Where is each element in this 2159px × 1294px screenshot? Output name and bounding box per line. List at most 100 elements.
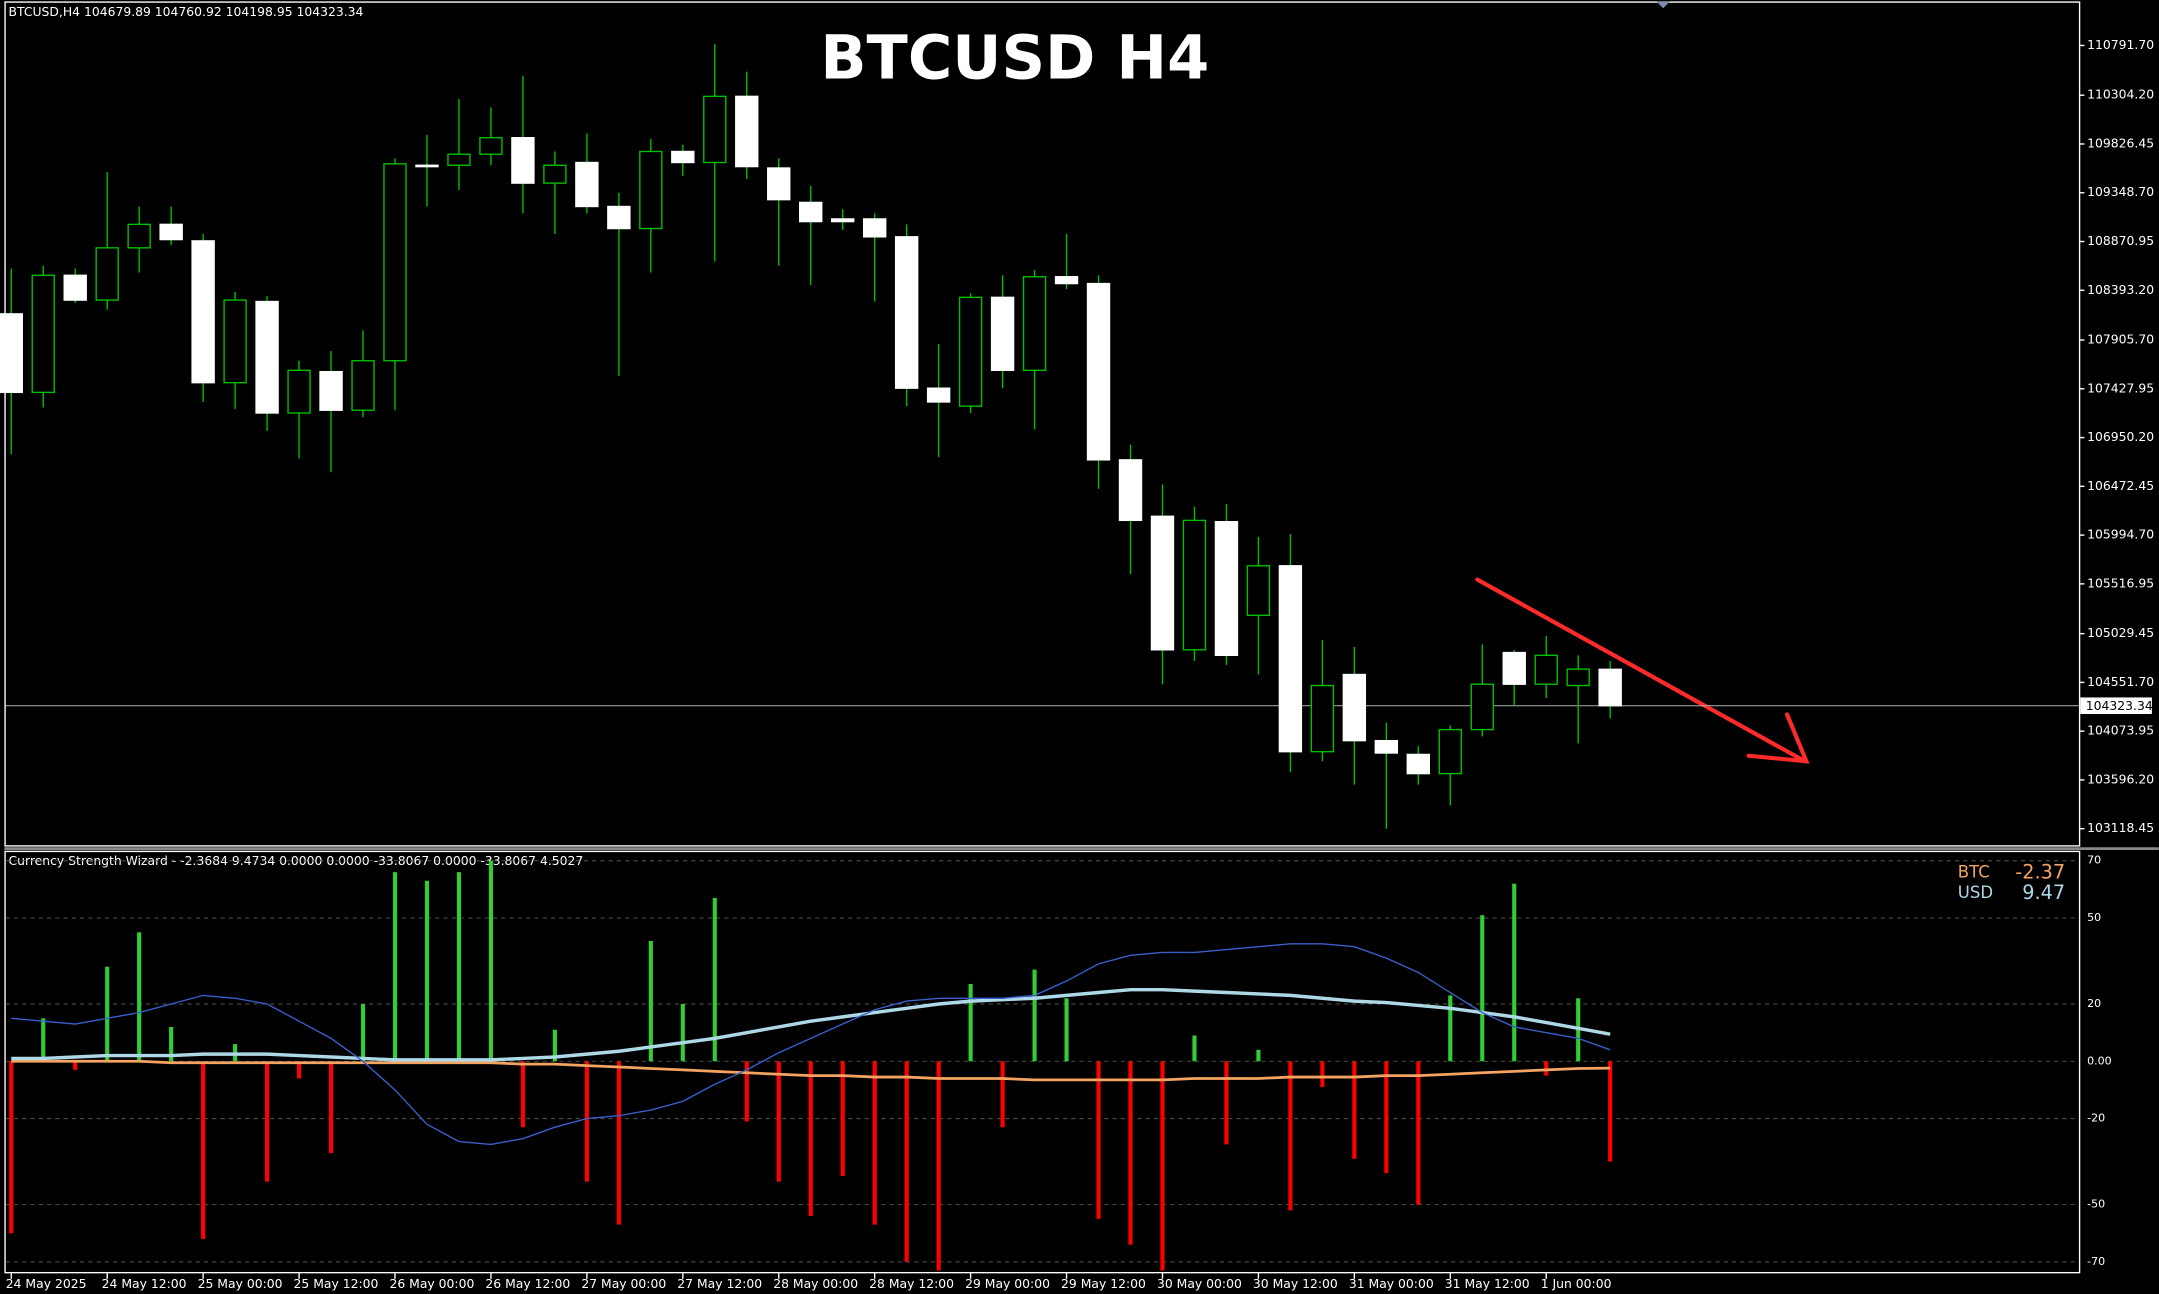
histogram-bar [392,872,398,1062]
candle-body [1118,459,1143,522]
histogram-bar [968,983,973,1062]
histogram-bar [105,966,110,1062]
y-tick-label: 105516.95 [2087,576,2154,590]
x-tick-label: 26 May 12:00 [485,1277,570,1291]
x-tick-label: 30 May 12:00 [1253,1277,1338,1291]
candle-body [1502,651,1526,685]
candle-body [543,164,567,184]
candle-body [159,223,183,241]
histogram-bar [1128,1061,1133,1245]
y-tick-label: 109826.45 [2087,136,2154,150]
y-tick-label: 110791.70 [2087,38,2154,52]
candle-body [0,313,23,394]
chart-title: BTCUSD H4 [820,24,1209,94]
trend-arrow [1475,577,1810,764]
x-tick-label: 1 Jun 00:00 [1541,1277,1612,1291]
x-tick-label: 29 May 12:00 [1061,1277,1146,1291]
x-tick-label: 26 May 00:00 [389,1277,474,1291]
histogram-bar [584,1061,589,1182]
y-tick-label: 0.00 [2087,1054,2112,1067]
y-tick-label: 106472.45 [2087,479,2154,493]
y-tick-label: 109348.70 [2087,185,2154,199]
candle-body [1566,668,1590,687]
candle-body [1246,565,1271,616]
candle-body [479,137,503,155]
candle-body [1470,683,1494,731]
histogram-bar [1256,1049,1261,1062]
candle-body [1342,673,1367,742]
candle-body [1214,521,1239,657]
candle-body [447,153,471,166]
candle-body [607,205,631,230]
candle-body [1374,739,1399,754]
candles [0,44,1622,829]
histogram-bar [1480,915,1485,1062]
y-tick-label: 20 [2087,997,2101,1010]
histogram-bar [9,1061,14,1234]
histogram-bar [1448,995,1453,1062]
y-tick-label: 107427.95 [2087,381,2154,395]
candle-body [319,370,343,411]
candle-body [1278,565,1303,753]
candle-body [894,236,919,389]
candle-body [671,150,695,164]
y-tick-label: -70 [2087,1255,2105,1268]
indicator-line [11,943,1611,1146]
candle-body [958,296,983,407]
histogram-bar [1512,883,1517,1062]
price-label: 104323.34 [2086,699,2153,713]
histogram-bar [520,1061,525,1128]
price-label-box [2080,697,2152,714]
candle-body [255,300,279,414]
x-tick-label: 29 May 00:00 [965,1277,1050,1291]
histogram-bar [904,1061,909,1262]
histogram-bar [1416,1061,1421,1205]
legend-name: BTC [1958,862,1990,881]
y-tick-label: 110304.20 [2087,88,2154,102]
candle-body [830,218,855,223]
candle-body [287,369,311,414]
y-tick-label: 103596.20 [2087,772,2154,786]
histogram-bar [776,1061,781,1182]
candle-body [799,201,823,223]
y-tick-label: -50 [2087,1198,2105,1211]
histogram-bar [808,1061,813,1217]
histogram-bar [456,872,462,1062]
candle-body [1182,519,1207,651]
candle-body [511,137,535,184]
x-tick-label: 30 May 00:00 [1157,1277,1242,1291]
candle-body [1598,668,1622,707]
legend-value: 9.47 [2022,881,2065,904]
candle-body [1054,276,1079,285]
indicator-panel-frame [4,850,2081,1274]
candle-body [1150,515,1175,651]
x-tick-label: 24 May 2025 [6,1277,87,1291]
histogram-bar [1288,1061,1293,1211]
candle-body [63,274,87,301]
indicator-line [11,1059,1611,1082]
y-tick-label: 107905.70 [2087,333,2154,347]
histogram-bar [1320,1061,1325,1088]
candle-body [990,296,1015,372]
histogram-bar [616,1061,621,1225]
candle-body [127,223,151,249]
candle-body [703,95,727,164]
x-tick-label: 28 May 12:00 [869,1277,954,1291]
histogram-bar [1032,969,1037,1062]
histogram-bar [648,940,653,1062]
y-tick-label: 105994.70 [2087,528,2154,542]
candle-body [767,167,791,201]
legend-name: USD [1958,883,1993,902]
histogram-bar [488,860,494,1062]
symbol-info: BTCUSD,H4 104679.89 104760.92 104198.95 … [9,5,364,19]
histogram-bar [1608,1061,1613,1162]
x-tick-label: 31 May 12:00 [1445,1277,1530,1291]
candle-body [1534,654,1558,685]
x-tick-label: 27 May 12:00 [677,1277,762,1291]
histogram-bar [1384,1061,1389,1174]
arrow-shaft [1475,577,1808,764]
candle-body [1406,753,1431,775]
